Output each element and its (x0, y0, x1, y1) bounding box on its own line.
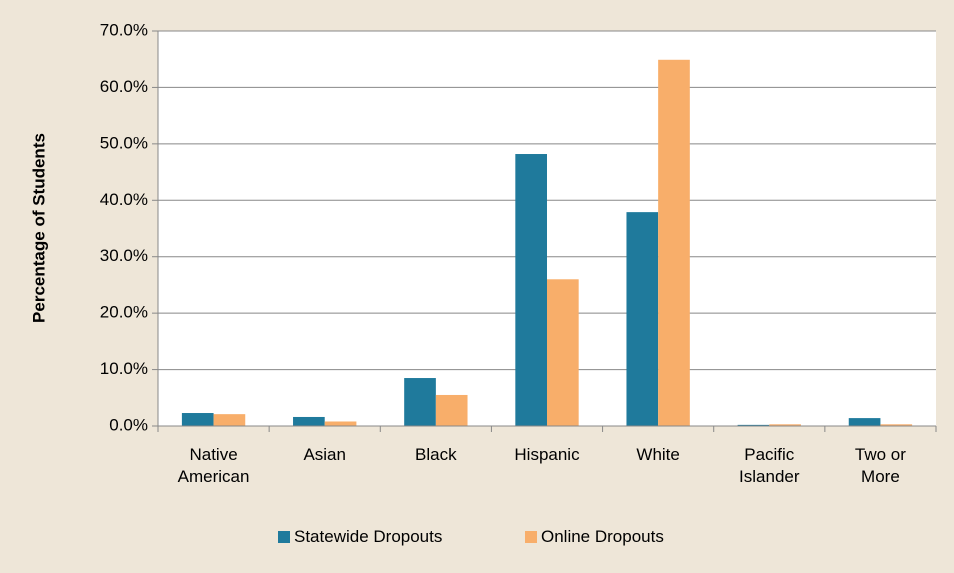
legend-item: Online Dropouts (525, 527, 664, 547)
x-tick-label: Hispanic (514, 445, 580, 464)
y-tick-label: 20.0% (100, 303, 148, 322)
legend-label: Online Dropouts (541, 527, 664, 546)
bar (848, 418, 881, 426)
y-tick-label: 30.0% (100, 246, 148, 265)
bar (213, 414, 246, 426)
x-tick-label: Asian (303, 445, 346, 464)
y-tick-label: 60.0% (100, 77, 148, 96)
x-tick-label: Pacific Islander (739, 445, 800, 486)
bar (515, 154, 547, 426)
bar (547, 279, 579, 426)
y-tick-label: 70.0% (100, 20, 148, 39)
bar (658, 59, 690, 427)
bar (181, 413, 214, 426)
bar (626, 212, 659, 426)
bar (404, 378, 436, 426)
y-tick-label: 10.0% (100, 359, 148, 378)
bar (737, 424, 770, 426)
x-tick-label: Two or More (854, 445, 906, 486)
legend-item: Statewide Dropouts (278, 527, 442, 547)
x-tick-label: Native American (177, 445, 250, 486)
y-tick-label: 50.0% (100, 133, 148, 152)
y-tick-label: 40.0% (100, 190, 148, 209)
bar (880, 424, 913, 426)
x-tick-label: Black (415, 445, 457, 464)
y-tick-label: 0.0% (109, 415, 148, 434)
legend-label: Statewide Dropouts (294, 527, 443, 546)
bar (293, 416, 325, 426)
bar (769, 424, 801, 426)
bar (324, 421, 357, 426)
legend-swatch (525, 531, 537, 543)
bar (435, 394, 468, 426)
legend-swatch (278, 531, 290, 543)
x-tick-label: White (636, 445, 680, 464)
y-axis-title: Percentage of Students (29, 133, 48, 323)
